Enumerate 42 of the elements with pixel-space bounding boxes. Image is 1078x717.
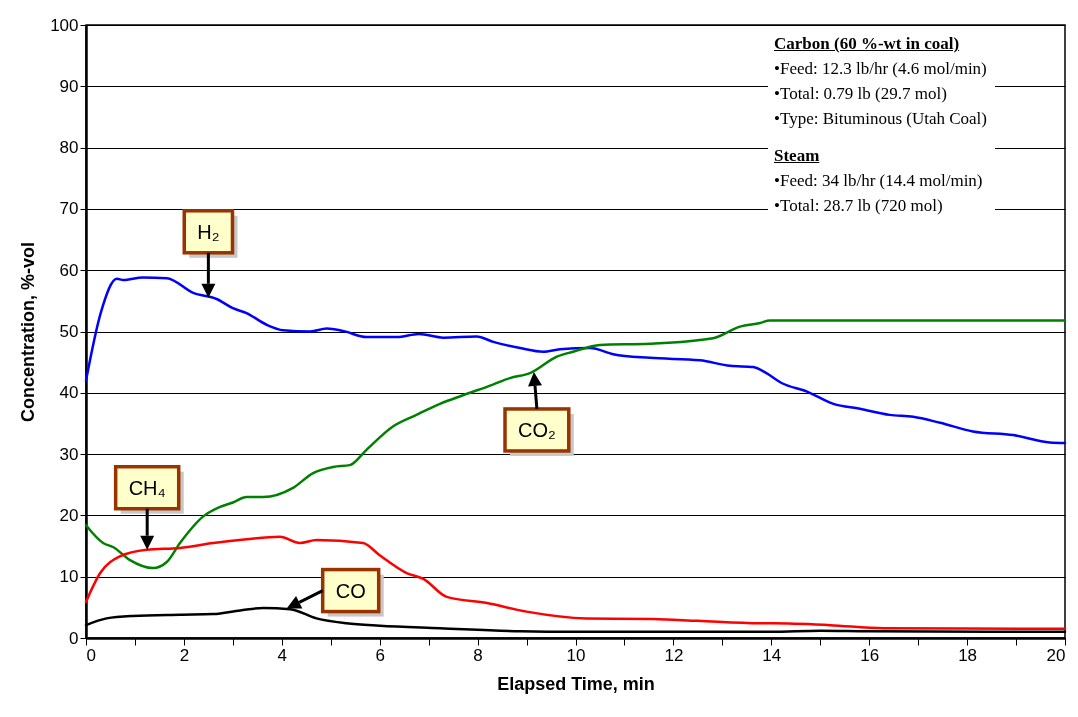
annotation: •Total: 28.7 lb (720 mol) xyxy=(774,195,944,217)
x-tick-label: 16 xyxy=(860,645,880,665)
annotation: •Feed: 34 lb/hr (14.4 mol/min) xyxy=(774,170,984,192)
line-series xyxy=(84,319,1067,570)
label-box: CO xyxy=(320,567,384,617)
x-tick-label: 6 xyxy=(375,645,385,665)
annotation: CO xyxy=(335,579,366,602)
y-tick-label: 20 xyxy=(59,505,79,525)
x-axis-title: Elapsed Time, min xyxy=(497,673,655,694)
x-tick-label: 10 xyxy=(566,645,586,665)
x-tick-label: 18 xyxy=(958,645,978,665)
y-axis-title: Concentration, %-vol xyxy=(18,241,39,423)
x-tick-label: 12 xyxy=(664,645,684,665)
annotation: CH₄ xyxy=(128,476,166,499)
x-tick-label: 20 xyxy=(1046,645,1066,665)
y-tick-label: 90 xyxy=(59,76,79,96)
annotation: Steam xyxy=(774,145,821,167)
annotation: •Feed: 12.3 lb/hr (4.6 mol/min) xyxy=(774,58,987,80)
annotation: •Type: Bituminous (Utah Coal) xyxy=(774,108,987,130)
x-tick-label: 2 xyxy=(179,645,190,665)
x-tick-label: 0 xyxy=(86,645,96,665)
x-tick-label: 14 xyxy=(762,645,782,665)
annotation: Carbon (60 %-wt in coal) xyxy=(774,33,961,55)
annotation: •Total: 0.79 lb (29.7 mol) xyxy=(774,83,948,105)
line-series xyxy=(84,535,1067,631)
y-tick-label: 100 xyxy=(50,15,79,35)
y-tick-label: 50 xyxy=(59,322,79,341)
x-tick-label: 8 xyxy=(473,645,483,665)
y-tick-label: 70 xyxy=(59,199,79,219)
y-tick-label: 0 xyxy=(69,628,79,648)
y-tick-label: 40 xyxy=(59,383,79,403)
line-series xyxy=(84,276,1067,445)
x-tick-label: 4 xyxy=(277,645,288,665)
annotation: H₂ xyxy=(197,220,220,243)
annotation: CO₂ xyxy=(518,418,556,441)
y-tick-label: 60 xyxy=(59,260,79,280)
y-tick-label: 10 xyxy=(59,567,79,587)
y-tick-label: 80 xyxy=(59,138,79,158)
label-box: H₂ xyxy=(182,209,238,258)
label-box: CH₄ xyxy=(113,465,184,514)
y-tick-label: 30 xyxy=(59,444,79,464)
label-box: CO₂ xyxy=(503,407,574,456)
